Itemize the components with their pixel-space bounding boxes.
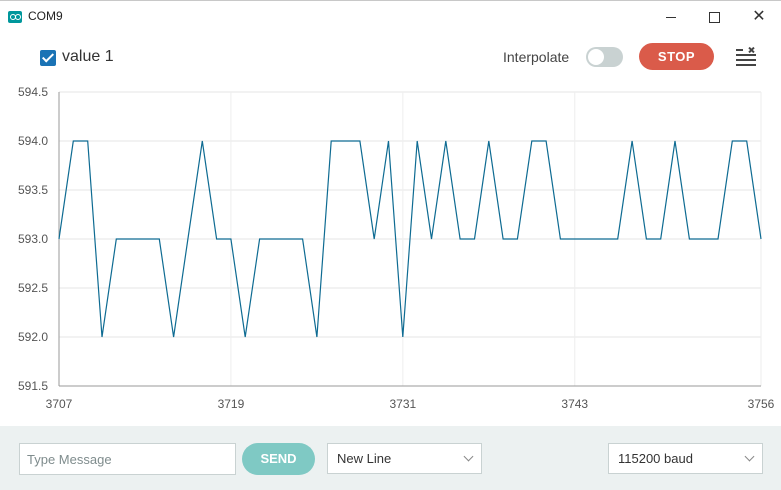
y-tick-label: 592.5 — [18, 281, 48, 295]
x-tick-label: 3707 — [46, 397, 73, 411]
baud-rate-select[interactable]: 115200 baud — [608, 443, 763, 474]
interpolate-toggle[interactable] — [586, 47, 623, 67]
x-tick-label: 3731 — [389, 397, 416, 411]
minimize-button[interactable] — [656, 5, 686, 29]
series-checkbox[interactable] — [40, 50, 56, 66]
message-input[interactable] — [19, 443, 236, 475]
stop-button[interactable]: STOP — [639, 43, 714, 70]
y-tick-label: 592.0 — [18, 330, 48, 344]
y-tick-label: 594.0 — [18, 134, 48, 148]
arduino-icon — [8, 11, 22, 23]
x-tick-label: 3756 — [748, 397, 775, 411]
x-tick-label: 3743 — [561, 397, 588, 411]
baud-rate-value: 115200 baud — [618, 451, 693, 466]
line-ending-value: New Line — [337, 451, 392, 466]
line-ending-select[interactable]: New Line — [327, 443, 482, 474]
chevron-down-icon — [744, 451, 755, 462]
y-tick-label: 593.5 — [18, 183, 48, 197]
close-button[interactable]: ✕ — [752, 8, 766, 25]
maximize-button[interactable] — [699, 5, 729, 29]
y-tick-label: 591.5 — [18, 379, 48, 393]
series-line — [58, 140, 762, 338]
x-tick-label: 3719 — [218, 397, 245, 411]
chevron-down-icon — [463, 451, 474, 462]
clear-output-icon[interactable] — [736, 46, 756, 66]
plot-area: 594.5 594.0 593.5 593.0 592.5 592.0 591.5 3707 3… — [18, 85, 775, 411]
send-button[interactable]: SEND — [242, 443, 315, 475]
y-tick-label: 594.5 — [18, 85, 48, 99]
title-bar: COM9 ✕ — [0, 0, 781, 32]
window-title: COM9 — [28, 9, 63, 23]
interpolate-label: Interpolate — [503, 49, 570, 65]
toggle-knob — [588, 49, 604, 65]
series-label: value 1 — [62, 48, 114, 65]
y-tick-label: 593.0 — [18, 232, 48, 246]
